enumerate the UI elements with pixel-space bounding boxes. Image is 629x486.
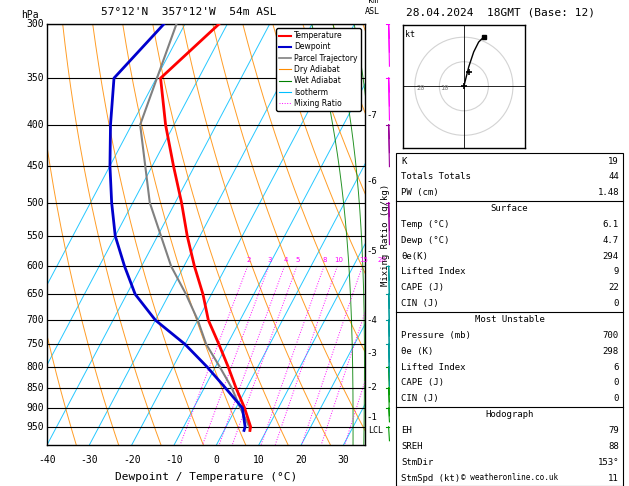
Text: 1.48: 1.48 <box>598 188 619 197</box>
Text: -1: -1 <box>367 413 377 422</box>
Text: -20: -20 <box>123 455 141 465</box>
Text: 0: 0 <box>214 455 220 465</box>
Text: 5: 5 <box>296 258 300 263</box>
Text: 153°: 153° <box>598 458 619 467</box>
Text: Lifted Index: Lifted Index <box>401 363 466 372</box>
Text: hPa: hPa <box>21 10 38 20</box>
Text: 2: 2 <box>247 258 251 263</box>
Text: StmSpd (kt): StmSpd (kt) <box>401 473 460 483</box>
Text: 9: 9 <box>613 267 619 277</box>
Text: CAPE (J): CAPE (J) <box>401 283 444 293</box>
Text: 0: 0 <box>613 379 619 387</box>
Text: CIN (J): CIN (J) <box>401 299 439 308</box>
Text: 750: 750 <box>26 339 44 349</box>
Text: EH: EH <box>401 426 412 435</box>
Text: -7: -7 <box>367 111 377 121</box>
Text: 6: 6 <box>613 363 619 372</box>
Text: km
ASL: km ASL <box>365 0 380 16</box>
Text: 0: 0 <box>613 394 619 403</box>
Text: 88: 88 <box>608 442 619 451</box>
Text: 20: 20 <box>296 455 307 465</box>
Text: 700: 700 <box>26 315 44 325</box>
Text: θe (K): θe (K) <box>401 347 433 356</box>
Text: PW (cm): PW (cm) <box>401 188 439 197</box>
Text: 4.7: 4.7 <box>603 236 619 245</box>
Text: 44: 44 <box>608 173 619 181</box>
Text: 500: 500 <box>26 198 44 208</box>
Text: kt: kt <box>405 30 415 39</box>
Text: StmDir: StmDir <box>401 458 433 467</box>
Text: © weatheronline.co.uk: © weatheronline.co.uk <box>461 473 558 482</box>
Text: -2: -2 <box>367 383 377 392</box>
Text: -10: -10 <box>165 455 183 465</box>
Text: Surface: Surface <box>491 204 528 213</box>
Text: 11: 11 <box>608 473 619 483</box>
Text: 19: 19 <box>608 156 619 166</box>
Text: 10: 10 <box>334 258 343 263</box>
Text: 400: 400 <box>26 120 44 130</box>
Text: 350: 350 <box>26 73 44 83</box>
Text: 0: 0 <box>613 299 619 308</box>
Text: 3: 3 <box>268 258 272 263</box>
Text: Mixing Ratio (g/kg): Mixing Ratio (g/kg) <box>381 183 390 286</box>
Text: θe(K): θe(K) <box>401 252 428 260</box>
Text: 79: 79 <box>608 426 619 435</box>
Text: Dewp (°C): Dewp (°C) <box>401 236 450 245</box>
Text: 450: 450 <box>26 161 44 171</box>
Text: 22: 22 <box>608 283 619 293</box>
Text: CIN (J): CIN (J) <box>401 394 439 403</box>
Text: 10: 10 <box>440 85 449 91</box>
Text: 8: 8 <box>323 258 327 263</box>
Text: SREH: SREH <box>401 442 423 451</box>
Text: -30: -30 <box>81 455 98 465</box>
Text: Totals Totals: Totals Totals <box>401 173 471 181</box>
Text: -40: -40 <box>38 455 56 465</box>
Text: 30: 30 <box>338 455 350 465</box>
Text: -5: -5 <box>367 247 377 256</box>
Text: 6.1: 6.1 <box>603 220 619 229</box>
Text: 900: 900 <box>26 403 44 413</box>
Text: -6: -6 <box>367 176 377 186</box>
Legend: Temperature, Dewpoint, Parcel Trajectory, Dry Adiabat, Wet Adiabat, Isotherm, Mi: Temperature, Dewpoint, Parcel Trajectory… <box>276 28 361 111</box>
Text: 700: 700 <box>603 331 619 340</box>
Text: Temp (°C): Temp (°C) <box>401 220 450 229</box>
Text: Hodograph: Hodograph <box>486 410 533 419</box>
Text: CAPE (J): CAPE (J) <box>401 379 444 387</box>
Text: 298: 298 <box>603 347 619 356</box>
Text: 950: 950 <box>26 422 44 432</box>
Text: 600: 600 <box>26 261 44 271</box>
Text: 294: 294 <box>603 252 619 260</box>
Text: 57°12'N  357°12'W  54m ASL: 57°12'N 357°12'W 54m ASL <box>101 7 277 17</box>
Text: 28.04.2024  18GMT (Base: 12): 28.04.2024 18GMT (Base: 12) <box>406 7 594 17</box>
Text: 300: 300 <box>26 19 44 29</box>
Text: LCL: LCL <box>368 426 383 435</box>
Text: -4: -4 <box>367 315 377 325</box>
Text: 550: 550 <box>26 231 44 241</box>
Text: Dewpoint / Temperature (°C): Dewpoint / Temperature (°C) <box>115 472 297 482</box>
Text: Most Unstable: Most Unstable <box>474 315 545 324</box>
Text: 15: 15 <box>359 258 368 263</box>
Text: Pressure (mb): Pressure (mb) <box>401 331 471 340</box>
Text: 20: 20 <box>377 258 386 263</box>
Text: 20: 20 <box>416 85 425 91</box>
Text: 4: 4 <box>283 258 287 263</box>
Text: 800: 800 <box>26 362 44 372</box>
Text: 850: 850 <box>26 383 44 393</box>
Text: K: K <box>401 156 407 166</box>
Text: 10: 10 <box>253 455 265 465</box>
Text: 650: 650 <box>26 289 44 299</box>
Text: Lifted Index: Lifted Index <box>401 267 466 277</box>
Text: -3: -3 <box>367 349 377 358</box>
